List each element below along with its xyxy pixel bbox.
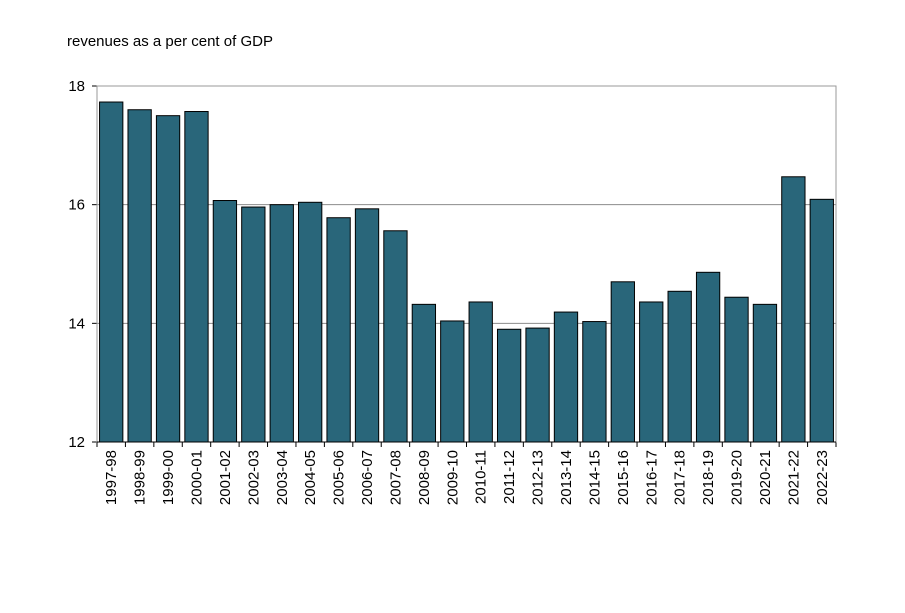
y-tick-label: 18	[68, 78, 85, 95]
x-tick-label: 2011-12	[501, 450, 518, 504]
bar-2014-15	[582, 321, 607, 443]
x-tick-label: 2018-19	[700, 450, 717, 505]
bar-2003-04	[269, 204, 294, 443]
y-axis-ticks: 12 14 16 18	[68, 78, 97, 451]
x-tick-label: 2013-14	[558, 450, 575, 505]
bar-1999-00	[155, 115, 181, 443]
bar-2019-20	[724, 296, 749, 443]
x-axis-ticks: 1997-98 1998-99 1999-00 2000-01 2001-02 2002-…	[96, 442, 837, 505]
x-tick-label: 2006-07	[359, 450, 376, 505]
y-axis-label: revenues as a per cent of GDP	[67, 33, 273, 50]
x-tick-label: 2001-02	[217, 450, 234, 505]
x-tick-label: 2015-16	[615, 450, 632, 505]
bar-2007-08	[383, 230, 408, 443]
x-tick-label: 2019-20	[729, 450, 746, 505]
bar-2021-22	[781, 176, 806, 443]
bar-2017-18	[667, 290, 692, 443]
x-tick-label: 2002-03	[245, 450, 262, 505]
bar-2010-11	[468, 301, 493, 443]
x-tick-label: 2016-17	[643, 450, 660, 505]
x-tick-label: 2008-09	[416, 450, 433, 505]
x-tick-label: 2021-22	[785, 450, 802, 505]
bar-2015-16	[610, 281, 635, 443]
bar-2020-21	[752, 303, 778, 443]
x-tick-label: 2007-08	[387, 450, 404, 505]
x-tick-label: 2014-15	[586, 450, 603, 505]
x-tick-label: 2000-01	[188, 450, 205, 505]
x-tick-label: 2003-04	[274, 450, 291, 505]
bar-2022-23	[809, 198, 834, 443]
x-tick-label: 2012-13	[530, 450, 547, 505]
x-tick-label: 2022-23	[814, 450, 831, 505]
bar-2001-02	[212, 200, 238, 443]
x-tick-label: 2020-21	[757, 450, 774, 505]
y-tick-label: 12	[68, 434, 85, 451]
x-tick-label: 2005-06	[331, 450, 348, 505]
bar-2008-09	[411, 303, 437, 443]
x-tick-label: 1997-98	[103, 450, 120, 505]
x-tick-label: 2010-11	[473, 450, 490, 504]
x-tick-label: 2009-10	[444, 450, 461, 505]
x-tick-label: 2017-18	[672, 450, 689, 505]
bar-2016-17	[639, 301, 664, 443]
bar-2009-10	[440, 320, 465, 443]
bar-1998-99	[127, 109, 152, 443]
bar-2002-03	[241, 206, 266, 443]
bar-1997-98	[99, 101, 124, 443]
bars	[99, 101, 834, 443]
bar-2006-07	[354, 208, 380, 443]
bar-2004-05	[298, 201, 323, 443]
y-tick-label: 14	[68, 315, 85, 332]
x-tick-label: 2004-05	[302, 450, 319, 505]
bar-2012-13	[525, 327, 550, 443]
x-tick-label: 1999-00	[160, 450, 177, 505]
bar-2013-14	[553, 311, 579, 443]
bar-2011-12	[496, 328, 522, 443]
bar-2018-19	[695, 271, 721, 443]
y-tick-label: 16	[68, 197, 85, 214]
bar-2005-06	[326, 217, 351, 443]
bar-2000-01	[184, 111, 209, 443]
x-tick-label: 1998-99	[132, 450, 149, 505]
